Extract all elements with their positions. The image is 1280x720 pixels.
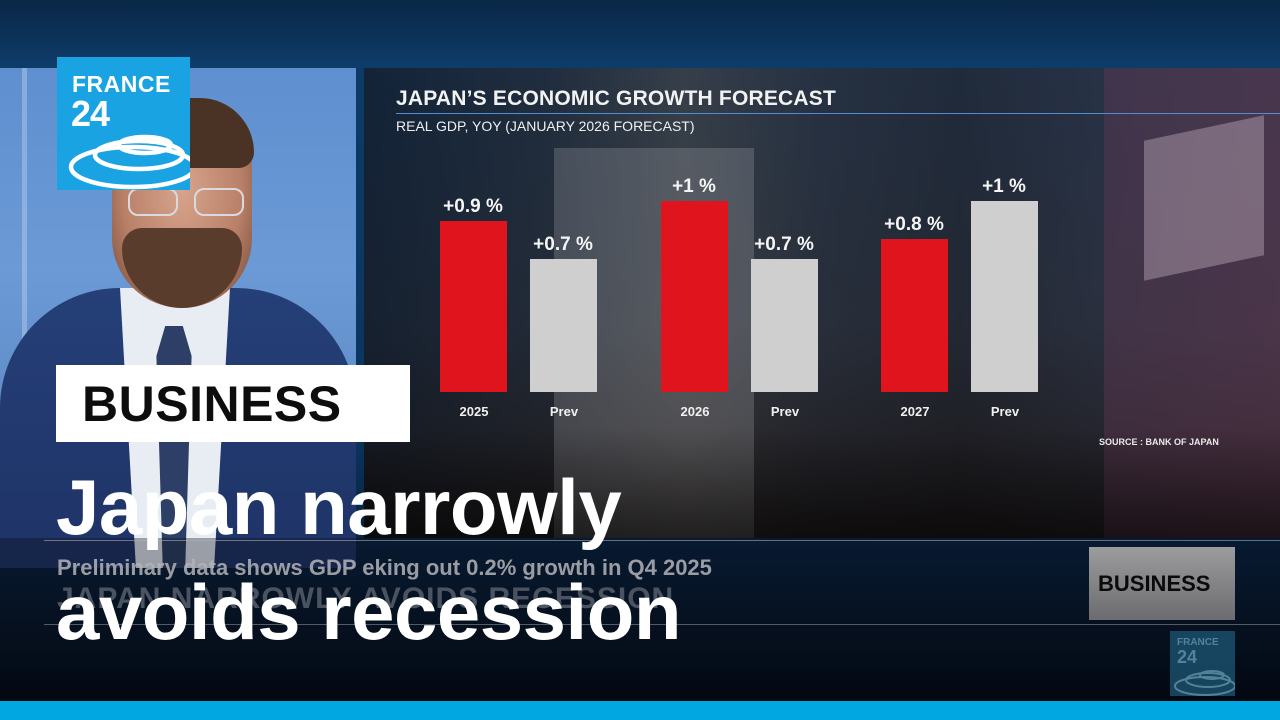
bar-value: +0.8 % [884,214,944,235]
broadcast-rings-icon [1174,670,1235,696]
bar-label: 2026 [680,404,710,419]
bar-value: +1 % [672,176,716,197]
bar-2025-previous [530,259,597,392]
headline-line-2: avoids recession [56,568,682,656]
bar-2025-forecast [440,221,507,392]
top-band [0,0,1280,68]
corner-section-label: BUSINESS [1098,571,1211,596]
corner-france24-logo: FRANCE 24 [1170,631,1235,696]
logo-text-24: 24 [71,93,110,134]
section-tag-label: BUSINESS [82,376,342,432]
bar-label: Prev [990,404,1020,419]
broadcast-rings-icon [68,134,190,190]
studio-pillar [22,68,27,568]
crowd-shadow [364,428,1280,538]
lower-third-underlay [0,538,1280,646]
france24-logo: FRANCE 24 [57,57,190,190]
bar-label: 2025 [459,404,489,419]
bar-2027-forecast [881,239,948,392]
bottom-band [0,646,1280,701]
bar-2027-previous [971,201,1038,392]
chart-panel [364,68,1280,538]
bar-2026-previous [751,259,818,392]
divider [44,624,1280,625]
background-subline: Preliminary data shows GDP eking out 0.2… [57,555,712,580]
corner-section-badge: BUSINESS [1089,547,1235,620]
chart-title: JAPAN’S ECONOMIC GROWTH FORECAST [396,87,837,110]
brand-strip [0,701,1280,720]
divider [44,540,1280,541]
corner-logo-text-france: FRANCE [1177,637,1219,648]
glasses-icon [128,188,248,218]
bar-value: +0.7 % [754,234,814,255]
section-tag: BUSINESS [56,365,410,442]
chart-source: SOURCE : BANK OF JAPAN [1099,437,1219,447]
bar-value: +1 % [982,176,1026,197]
bar-label: Prev [549,404,579,419]
background-headline: JAPAN NARROWLY AVOIDS RECESSION [57,582,675,615]
headline-line-1: Japan narrowly [56,463,622,551]
title-divider [396,113,1280,114]
bar-value: +0.9 % [443,196,503,217]
corner-logo-text-24: 24 [1177,647,1198,667]
bar-value: +0.7 % [533,234,593,255]
bar-2026-forecast [661,201,728,392]
logo-text-france: FRANCE [72,71,171,97]
bar-label: 2027 [900,404,930,419]
chart-subtitle: REAL GDP, YOY (JANUARY 2026 FORECAST) [396,118,695,134]
bar-label: Prev [770,404,800,419]
background-billboard [1144,115,1264,281]
